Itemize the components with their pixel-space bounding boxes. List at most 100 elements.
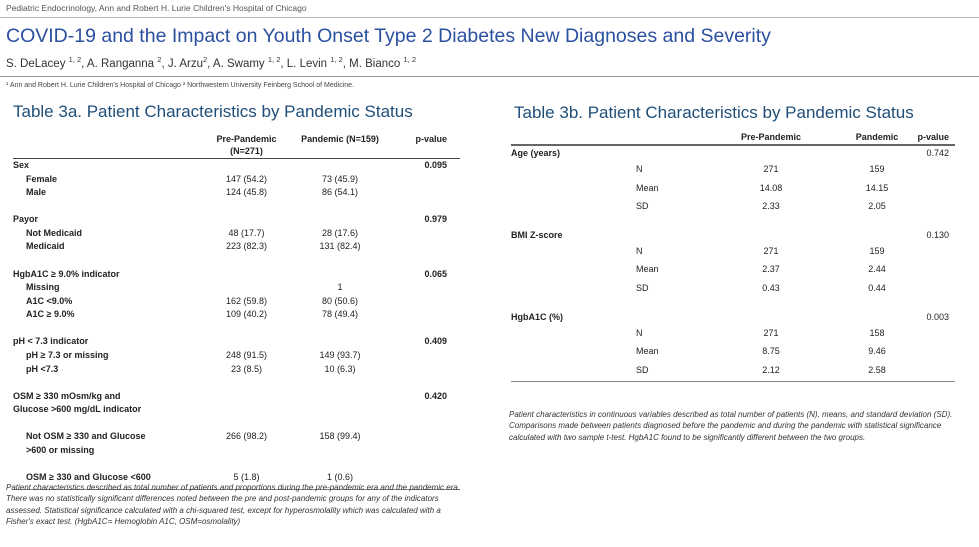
- author-name: , L. Levin: [280, 57, 331, 70]
- group-label: Payor: [13, 214, 39, 225]
- column-header: Pandemic: [855, 132, 899, 142]
- author-affiliation: 2: [157, 55, 162, 64]
- cell-value: 2.37: [762, 264, 780, 275]
- group-row: OSM ≥ 330 mOsm/kg and Glucose >600 mg/dL…: [13, 390, 460, 417]
- row-label: Mean: [636, 346, 659, 357]
- row-label: N: [636, 245, 643, 256]
- row-label: SD: [636, 282, 649, 293]
- cell: HgbA1C ≥ 9.0% indicator: [13, 268, 203, 282]
- data-row: pH ≥ 7.3 or missing 248 (91.5) 149 (93.7): [13, 349, 460, 363]
- data-row: Female 147 (54.2) 73 (45.9): [13, 173, 460, 187]
- group-label: Age (years): [511, 148, 561, 158]
- cell-value: 147 (54.2): [225, 173, 268, 184]
- group-row: pH < 7.3 indicator 0.409: [13, 335, 460, 349]
- cell: A1C <9.0%: [13, 295, 203, 309]
- data-row: SD 0.43 0.44: [511, 279, 955, 298]
- cell: Not Medicaid: [13, 227, 203, 241]
- cell-value: 73 (45.9): [321, 173, 359, 184]
- cell-value: 2.44: [868, 264, 886, 275]
- author-name: , A. Ranganna: [81, 57, 158, 70]
- cell-value: 1 (0.6): [326, 472, 353, 483]
- data-row: Not Medicaid 48 (17.7) 28 (17.6): [13, 227, 460, 241]
- data-row: Mean 14.08 14.15: [511, 179, 955, 198]
- group-row: BMI Z-score 0.130: [511, 228, 955, 242]
- cell-value: 2.12: [762, 364, 780, 375]
- affiliation-footnote: ¹ Ann and Robert H. Lurie Children's Hos…: [6, 82, 355, 89]
- data-row: Mean 2.37 2.44: [511, 260, 955, 279]
- row-label: Mean: [636, 264, 659, 275]
- row-label: OSM ≥ 330 and Glucose <600: [26, 472, 151, 483]
- rule: [0, 76, 979, 77]
- cell-value: 0.43: [762, 282, 780, 293]
- table-title: Table 3b. Patient Characteristics by Pan…: [514, 103, 914, 122]
- cell-value: 1: [337, 282, 343, 293]
- rule: [0, 17, 979, 18]
- data-row: SD 2.12 2.58: [511, 361, 955, 383]
- p-value: 0.979: [424, 214, 447, 225]
- p-value: 0.065: [424, 268, 447, 279]
- row-label: N: [636, 327, 643, 338]
- author-affiliation: 2: [202, 55, 208, 64]
- row-label: N: [636, 164, 643, 174]
- table-title: Table 3a. Patient Characteristics by Pan…: [13, 102, 413, 121]
- group-label: HgbA1C (%): [511, 311, 563, 322]
- row-label: SD: [636, 364, 649, 375]
- column-header: Pre-Pandemic (N=271): [216, 134, 277, 156]
- row-label: Medicaid: [26, 241, 65, 252]
- cell-value: 223 (82.3): [225, 241, 268, 252]
- group-row: Age (years) 0.742: [511, 146, 955, 160]
- data-row: Male 124 (45.8) 86 (54.1): [13, 186, 460, 200]
- row-label: A1C ≥ 9.0%: [26, 309, 75, 320]
- cell-value: 162 (59.8): [225, 295, 268, 306]
- spacer: [13, 254, 460, 268]
- cell-value: 80 (50.6): [321, 295, 359, 306]
- cell: Sex: [13, 159, 203, 173]
- column-header: Pandemic (N=159): [301, 134, 379, 144]
- author-name: , A. Swamy: [207, 57, 268, 70]
- cell-value: 78 (49.4): [321, 309, 359, 320]
- author-affiliation: 1, 2: [330, 55, 343, 64]
- cell: OSM ≥ 330 mOsm/kg and Glucose >600 mg/dL…: [13, 390, 203, 417]
- data-row: OSM ≥ 330 and Glucose <600 5 (1.8) 1 (0.6): [13, 471, 460, 490]
- table: Pre-Pandemic Pandemic p-value Age (years) 0.…: [511, 131, 955, 383]
- cell-value: 271: [763, 245, 779, 256]
- cell-value: 8.75: [762, 346, 780, 357]
- data-row: A1C ≥ 9.0% 109 (40.2) 78 (49.4): [13, 308, 460, 322]
- group-row: Sex 0.095: [13, 159, 460, 173]
- cell-value: 0.44: [868, 282, 886, 293]
- table: Pre-Pandemic (N=271) Pandemic (N=159) p-va…: [13, 133, 460, 490]
- group-label: BMI Z-score: [511, 229, 563, 240]
- data-row: N 271 159: [511, 160, 955, 179]
- column-header: p-value: [415, 134, 447, 144]
- spacer: [13, 376, 460, 390]
- data-row: N 271 159: [511, 242, 955, 261]
- author-affiliation: 1, 2: [68, 55, 82, 64]
- cell: Male: [13, 186, 203, 200]
- cell-value: 159: [869, 245, 885, 256]
- author-name: , J. Arzu: [161, 57, 203, 70]
- author-name: S. DeLacey: [6, 57, 69, 70]
- p-value: 0.420: [424, 390, 447, 401]
- cell-value: 48 (17.7): [228, 227, 265, 238]
- cell-value: 248 (91.5): [225, 350, 268, 361]
- cell-value: 159: [869, 164, 885, 174]
- p-value: 0.095: [424, 160, 447, 170]
- cell-value: 2.05: [868, 201, 886, 212]
- spacer: [13, 417, 460, 431]
- cell-value: 131 (82.4): [319, 241, 361, 252]
- cell-value: 266 (98.2): [225, 431, 268, 442]
- row-label: Missing: [26, 282, 60, 293]
- cell-value: 109 (40.2): [225, 309, 268, 320]
- poster-title: COVID-19 and the Impact on Youth Onset T…: [6, 25, 771, 47]
- cell-value: 271: [763, 164, 779, 174]
- row-label: pH ≥ 7.3 or missing: [26, 350, 109, 361]
- cell-value: 86 (54.1): [321, 187, 359, 198]
- p-value: 0.130: [926, 229, 949, 240]
- row-label: Female: [26, 173, 58, 184]
- group-label: Sex: [13, 160, 30, 170]
- spacer: [13, 322, 460, 336]
- cell: Missing: [13, 281, 203, 295]
- cell-value: 2.33: [762, 201, 780, 212]
- cell: A1C ≥ 9.0%: [13, 308, 203, 322]
- cell: pH < 7.3 indicator: [13, 335, 203, 349]
